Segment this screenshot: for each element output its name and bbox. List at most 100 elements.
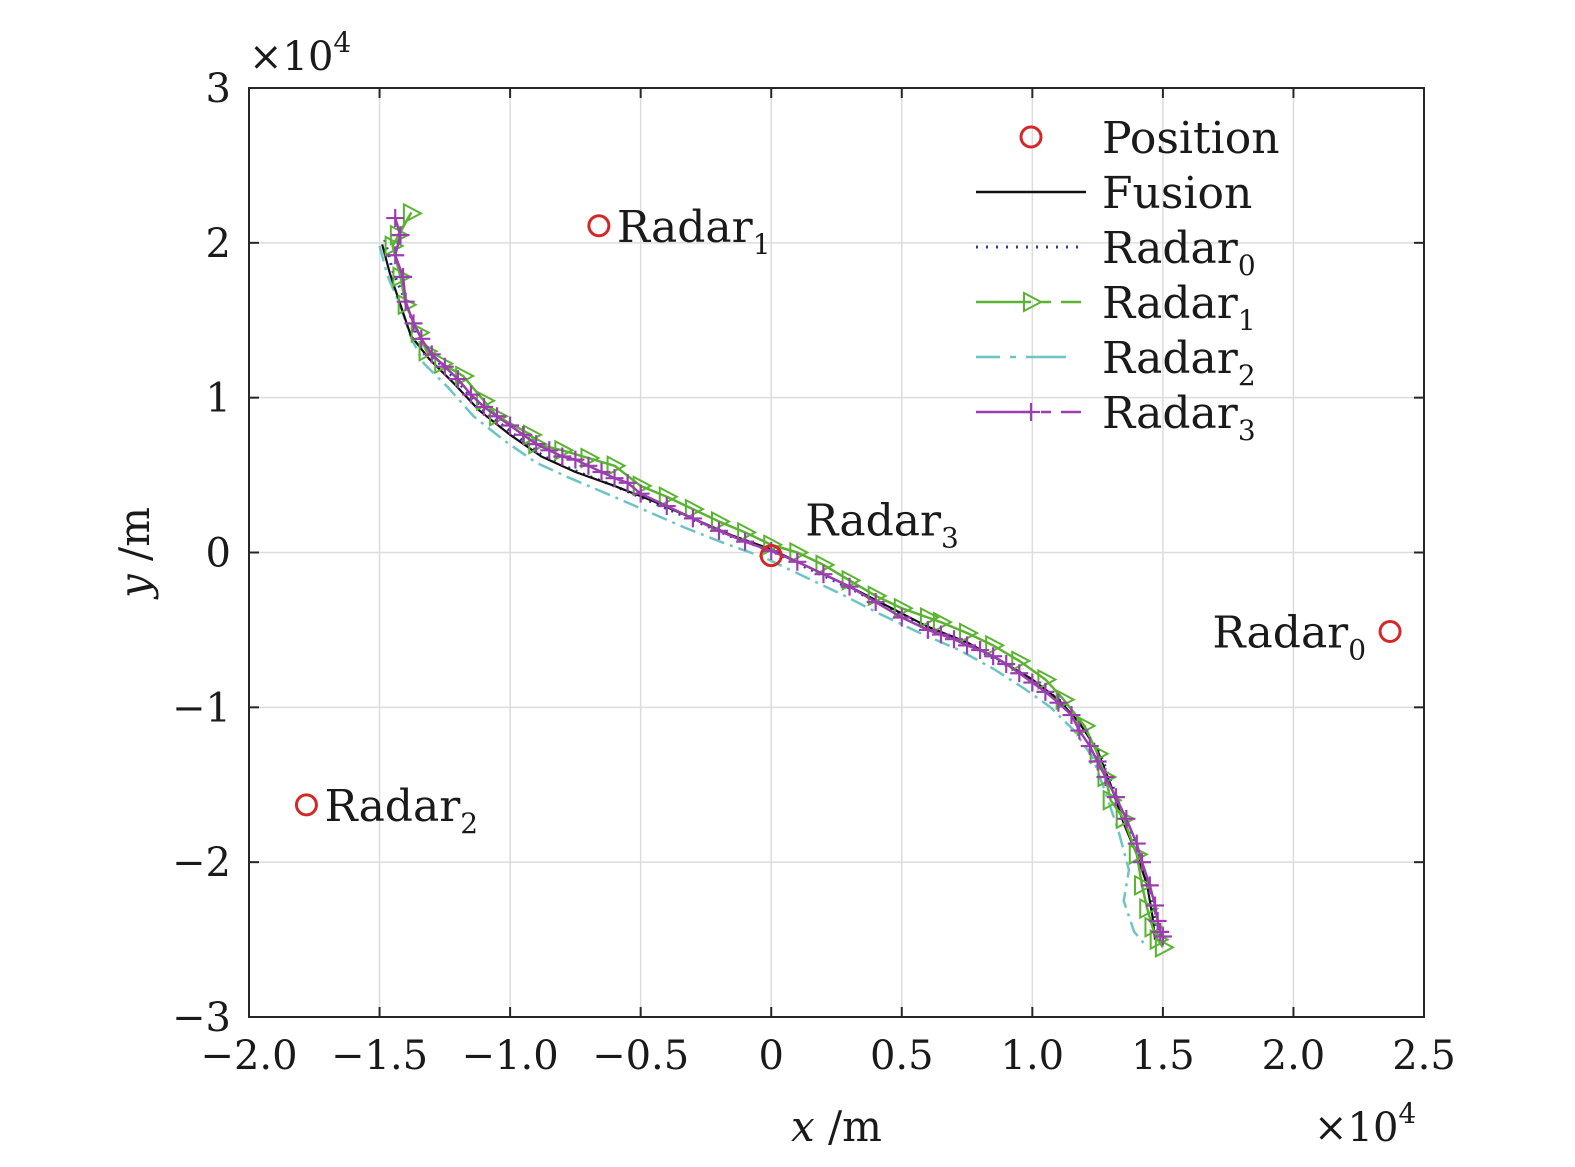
plus-marker <box>396 292 415 311</box>
plus-marker <box>1096 768 1115 787</box>
triangle-marker <box>867 585 888 607</box>
plus-marker <box>931 625 950 644</box>
legend-label: Position <box>1102 113 1280 164</box>
plus-marker <box>1023 673 1042 692</box>
plus-marker <box>579 456 598 475</box>
radar-position-label: Radar1 <box>617 202 771 261</box>
legend-label: Radar0 <box>1102 223 1256 282</box>
y-tick-label: 3 <box>206 66 231 112</box>
series-radar0 <box>383 239 1160 937</box>
y-tick-label: −1 <box>172 685 231 731</box>
legend-item-radar2: Radar2 <box>976 333 1256 392</box>
plus-marker <box>592 462 611 481</box>
triangle-marker <box>384 235 405 257</box>
y-tick-label: 0 <box>206 531 231 577</box>
triangle-marker <box>1154 936 1176 958</box>
x-tick-label: −1.5 <box>331 1033 428 1079</box>
legend-item-radar0: Radar0 <box>976 223 1256 282</box>
plus-marker <box>448 370 467 389</box>
radar-position-marker <box>294 793 318 817</box>
plus-marker <box>386 246 405 265</box>
y-tick-label: −3 <box>172 995 231 1041</box>
plus-marker <box>605 469 624 488</box>
plus-marker <box>958 636 977 655</box>
grid <box>248 87 1425 1018</box>
plus-marker <box>1049 693 1068 712</box>
plus-marker <box>1153 927 1172 946</box>
triangle-marker <box>580 447 601 469</box>
plus-marker <box>618 473 637 492</box>
y-tick-label: −2 <box>172 840 231 886</box>
plus-marker <box>386 209 405 228</box>
plus-marker <box>631 484 650 503</box>
x-tick-label: 0 <box>758 1033 783 1079</box>
triangle-marker <box>1102 789 1123 811</box>
radar-position-label: Radar3 <box>805 496 959 555</box>
plus-marker <box>488 407 507 426</box>
x-tick-label: 1.5 <box>1131 1033 1195 1079</box>
legend-label: Radar1 <box>1102 278 1256 337</box>
triangle-marker <box>632 475 653 497</box>
triangle-marker <box>1149 928 1170 951</box>
triangle-marker <box>763 534 784 556</box>
plus-marker <box>1036 682 1055 701</box>
triangle-marker <box>815 554 836 576</box>
plus-marker <box>657 497 676 516</box>
plus-marker <box>540 441 559 460</box>
legend-item-position: Position <box>1019 113 1280 164</box>
plus-marker <box>1133 853 1151 872</box>
x-tick-label: 2.0 <box>1262 1033 1326 1079</box>
triangle-marker <box>434 352 455 375</box>
plus-marker <box>501 416 520 435</box>
plus-marker <box>394 267 413 286</box>
plus-marker <box>475 397 493 416</box>
plus-marker <box>1127 834 1146 853</box>
radar-position-marker <box>1378 619 1402 643</box>
x-tick-label: −0.5 <box>592 1033 689 1079</box>
radar0-line <box>383 239 1160 937</box>
plus-marker <box>866 593 885 612</box>
triangle-marker <box>606 455 627 477</box>
triangle-marker <box>1023 291 1044 313</box>
radar-position-label: Radar0 <box>1212 607 1366 666</box>
y-tick-label: 2 <box>206 221 231 267</box>
plus-marker <box>840 577 859 596</box>
y-axis-multiplier: ×104 <box>249 26 351 80</box>
triangle-marker <box>841 569 862 592</box>
triangle-marker <box>959 622 980 644</box>
plus-marker <box>814 565 833 584</box>
plus-marker <box>1088 752 1107 771</box>
plus-marker <box>971 641 990 660</box>
plus-marker <box>514 425 533 444</box>
y-axis-title: y /m <box>110 507 159 600</box>
plus-marker <box>1080 737 1099 756</box>
plus-marker <box>1022 403 1040 421</box>
legend-item-radar3: Radar3 <box>976 388 1256 447</box>
triangle-marker <box>711 510 732 533</box>
y-tick-label: 1 <box>206 376 231 422</box>
plus-marker <box>461 385 480 404</box>
triangle-marker <box>402 202 424 225</box>
plus-marker <box>1117 809 1136 828</box>
plus-marker <box>984 647 1003 666</box>
triangle-marker <box>985 634 1006 657</box>
plus-marker <box>527 435 546 454</box>
axis-ticks: −2.0 −1.5 −1.0 −0.5 0 0.5 1.0 1.5 2.0 2.5 −3 −2 −1 0 1… <box>172 66 1456 1079</box>
x-tick-label: −2.0 <box>200 1033 297 1079</box>
plus-marker <box>1151 922 1170 941</box>
legend-label: Radar2 <box>1102 333 1256 392</box>
triangle-marker <box>658 486 679 508</box>
legend-label: Radar3 <box>1102 388 1256 447</box>
series-radar1 <box>384 202 1176 958</box>
x-axis-multiplier: ×104 <box>1314 1097 1416 1151</box>
legend-circle-marker <box>1019 125 1043 149</box>
plus-marker <box>918 620 937 639</box>
triangle-marker <box>1139 897 1160 920</box>
series-fusion <box>381 244 1157 940</box>
plus-marker <box>391 226 410 245</box>
triangle-marker <box>1134 874 1155 897</box>
x-tick-label: 1.0 <box>1001 1033 1065 1079</box>
plus-marker <box>683 509 702 528</box>
